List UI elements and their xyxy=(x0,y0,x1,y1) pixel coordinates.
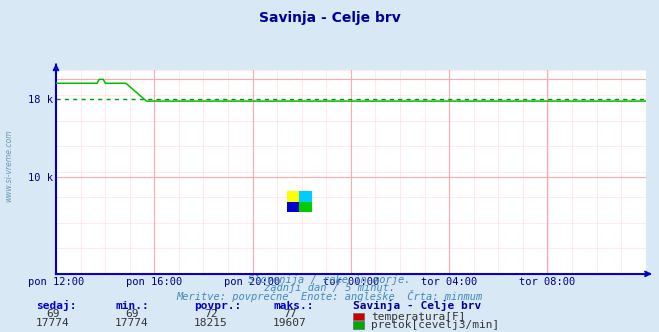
Text: 18215: 18215 xyxy=(194,318,228,328)
Text: 17774: 17774 xyxy=(115,318,149,328)
Text: maks.:: maks.: xyxy=(273,301,314,311)
Text: Meritve: povprečne  Enote: angleške  Črta: minmum: Meritve: povprečne Enote: angleške Črta:… xyxy=(177,290,482,302)
Text: 69: 69 xyxy=(46,309,59,319)
Text: pretok[čevelj3/min]: pretok[čevelj3/min] xyxy=(371,320,500,330)
Text: 19607: 19607 xyxy=(273,318,307,328)
Text: Savinja - Celje brv: Savinja - Celje brv xyxy=(258,11,401,25)
Text: zadnji dan / 5 minut.: zadnji dan / 5 minut. xyxy=(264,283,395,293)
Text: 77: 77 xyxy=(283,309,297,319)
Text: 69: 69 xyxy=(125,309,138,319)
Text: min.:: min.: xyxy=(115,301,149,311)
Text: Savinja - Celje brv: Savinja - Celje brv xyxy=(353,300,481,311)
Text: 17774: 17774 xyxy=(36,318,70,328)
Text: sedaj:: sedaj: xyxy=(36,300,76,311)
Text: 72: 72 xyxy=(204,309,217,319)
Text: www.si-vreme.com: www.si-vreme.com xyxy=(4,130,13,202)
Text: Slovenija / reke in morje.: Slovenija / reke in morje. xyxy=(248,275,411,285)
Text: povpr.:: povpr.: xyxy=(194,301,242,311)
Text: temperatura[F]: temperatura[F] xyxy=(371,312,465,322)
